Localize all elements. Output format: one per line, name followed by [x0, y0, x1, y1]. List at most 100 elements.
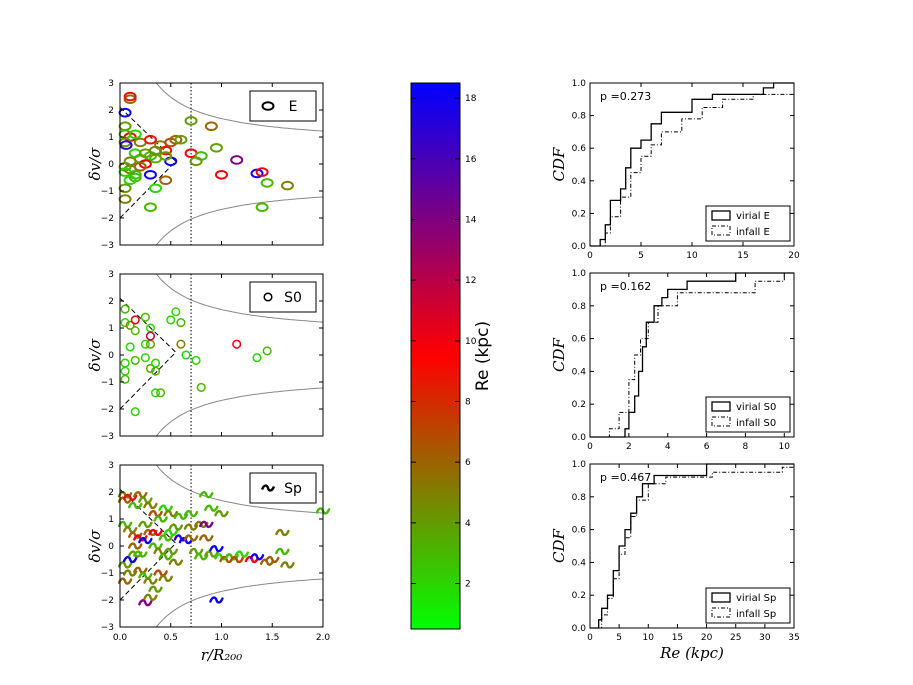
galaxy-point-s0: [125, 320, 135, 330]
legend-label-virial: virial S0: [736, 402, 776, 413]
galaxy-point-e: [143, 134, 157, 145]
y-tick-label: −3: [101, 241, 114, 251]
galaxy-point-sp: [209, 596, 224, 604]
legend-label: E: [289, 99, 298, 115]
colorbar-tick-label: 18: [465, 94, 477, 104]
y-tick-label: 2: [108, 106, 114, 116]
galaxy-point-sp: [199, 491, 214, 499]
galaxy-point-s0: [176, 339, 186, 349]
caustic-lower: [121, 387, 324, 437]
cdf-panel-s0: 1.0 0.8 0.6 0.4 0.2 0.00 2 4 6 8 10 CDF p =0.162 viri…: [550, 269, 795, 452]
x-tick-label: 25: [730, 633, 741, 643]
y-tick-label: 0.2: [572, 591, 586, 601]
y-tick-label: −2: [101, 405, 114, 415]
galaxy-point-s0: [145, 363, 155, 374]
y-tick-label: 0: [108, 542, 114, 552]
galaxy-point-sp: [122, 526, 138, 534]
galaxy-point-sp: [244, 555, 260, 564]
galaxy-point-s0: [140, 353, 150, 363]
galaxy-point-sp: [158, 574, 173, 583]
galaxy-point-s0: [150, 388, 161, 398]
galaxy-point-e: [255, 202, 269, 212]
galaxy-point-sp: [128, 542, 143, 550]
y-tick-label: 0.8: [572, 493, 587, 503]
x-tick-label: 30: [759, 633, 771, 643]
cdf-infall-line: [590, 272, 794, 438]
galaxy-point-sp: [183, 523, 199, 531]
galaxy-point-sp: [234, 550, 249, 558]
galaxy-point-sp: [188, 547, 204, 556]
dashed-boundary: [119, 297, 177, 410]
galaxy-point-s0: [120, 304, 130, 314]
legend-swatch-virial: [711, 401, 731, 412]
x-tick-label: 10: [686, 251, 698, 261]
galaxy-point-e: [149, 145, 163, 156]
x-tick-label: 0.0: [113, 633, 128, 643]
galaxy-point-e: [128, 129, 142, 140]
galaxy-point-s0: [145, 331, 155, 341]
galaxy-point-sp: [133, 550, 148, 558]
y-tick-label: 0.2: [572, 209, 586, 219]
galaxy-point-sp: [133, 491, 148, 499]
legend-marker: [263, 292, 273, 302]
y-tick-label: 0: [108, 160, 114, 170]
galaxy-point-s0: [262, 346, 272, 356]
y-tick-label: 2: [108, 297, 114, 307]
galaxy-point-e: [143, 202, 157, 212]
galaxy-point-sp: [275, 528, 290, 537]
galaxy-point-sp: [117, 520, 133, 529]
galaxy-point-sp: [229, 555, 244, 564]
y-tick-label: 0.8: [572, 302, 587, 312]
y-axis-label: CDF: [550, 147, 568, 182]
galaxy-point-sp: [168, 558, 184, 566]
galaxy-point-e: [209, 143, 223, 153]
galaxy-point-sp: [249, 553, 265, 561]
galaxy-point-sp: [199, 534, 214, 542]
galaxy-point-sp: [194, 553, 209, 561]
x-tick-label: 1.0: [214, 633, 229, 643]
scatter-panel-sp: 3 2 1 0 −1 −2 −30.0 0.5 1.0 1.5 2.0 δv/σ r/R₂₀₀ Sp: [86, 461, 330, 664]
y-tick-label: −1: [101, 187, 114, 197]
legend-swatch-virial: [711, 592, 731, 603]
cdf-virial-line: [590, 82, 794, 247]
galaxy-point-sp: [138, 536, 153, 545]
galaxy-point-e: [118, 121, 132, 131]
galaxy-point-s0: [196, 382, 206, 392]
colorbar-tick-label: 14: [465, 216, 477, 226]
y-tick-label: 0.6: [572, 144, 587, 154]
galaxy-point-s0: [120, 318, 130, 328]
galaxy-point-sp: [280, 561, 295, 569]
galaxy-point-sp: [204, 550, 219, 558]
y-tick-label: 2: [108, 488, 114, 498]
cdf-virial-line: [590, 463, 794, 629]
galaxy-point-sp: [148, 585, 163, 593]
x-axis-label: Re (kpc): [659, 644, 724, 662]
y-tick-label: 0.8: [572, 112, 587, 122]
y-tick-label: 1: [108, 133, 114, 143]
galaxy-point-e: [184, 116, 198, 126]
galaxy-point-sp: [122, 493, 138, 502]
galaxy-point-sp: [117, 496, 133, 504]
galaxy-point-e: [204, 121, 218, 131]
y-tick-label: 0.0: [572, 624, 587, 634]
legend-label-virial: virial Sp: [736, 593, 776, 604]
x-axis-label: r/R₂₀₀: [201, 646, 243, 664]
galaxy-point-sp: [117, 561, 133, 569]
y-axis-label: δv/σ: [86, 147, 104, 181]
x-tick-label: 4: [665, 442, 671, 452]
p-value-label: p =0.162: [600, 280, 651, 293]
x-tick-label: 15: [672, 633, 683, 643]
scatter-panel-e: 3 2 1 0 −1 −2 −3 δv/σ E: [86, 79, 324, 251]
galaxy-point-s0: [130, 407, 140, 417]
y-tick-label: 3: [108, 461, 114, 471]
legend-label-infall: infall E: [736, 227, 770, 238]
colorbar-tick-label: 16: [465, 155, 477, 165]
y-tick-label: −3: [101, 623, 114, 633]
galaxy-point-s0: [150, 358, 161, 368]
galaxy-point-s0: [166, 315, 176, 325]
x-tick-label: 20: [788, 251, 800, 261]
galaxy-point-e: [169, 134, 183, 145]
x-tick-label: 20: [701, 633, 713, 643]
galaxy-point-s0: [120, 358, 130, 368]
